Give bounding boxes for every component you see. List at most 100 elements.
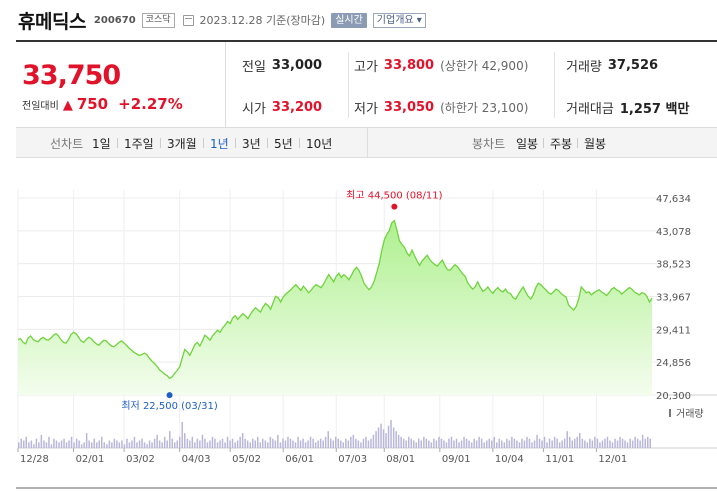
volume-bar [551,440,553,448]
volume-bar [528,438,531,448]
volume-bar [272,438,274,448]
volume-bar [634,436,636,448]
volume-bar [362,438,365,448]
min-annotation: 최저 22,500 (03/31) [121,400,217,412]
company-info-dropdown[interactable]: 기업개요 ▾ [372,12,426,28]
y-axis: 47,634 43,078 38,523 33,967 29,411 24,856 20,3… [656,194,691,402]
volume-bar [596,438,599,448]
volume-bar [219,440,221,448]
volume-bar [483,442,485,448]
volume-bar [131,440,133,448]
volume-bar [98,440,100,448]
volume-bar [337,438,339,448]
period-1w[interactable]: 1주일 [124,137,154,151]
y-tick-label: 38,523 [656,260,691,271]
volume-bar [73,442,75,448]
separator [543,138,544,148]
volume-bar [176,440,178,448]
volume-bar [274,440,277,448]
volume-bar [541,440,543,448]
candle-daily[interactable]: 일봉 [516,137,539,151]
volume-legend: 거래량 [676,408,704,420]
period-3y[interactable]: 3년 [242,137,261,151]
volume-bar [264,440,267,448]
volume-bar [347,440,350,448]
y-tick-label: 24,856 [656,358,691,369]
volume-bar [420,440,422,448]
volume-bar [558,442,561,448]
price-chart: 47,634 43,078 38,523 33,967 29,411 24,856 20,3… [16,190,717,489]
volume-bar [395,431,397,448]
volume-bar [639,440,641,448]
open-label: 시가 [242,102,266,117]
amount-label: 거래대금 [566,102,614,117]
volume-bar [548,438,551,448]
divider [348,52,349,118]
change-label: 전일대비 [22,101,59,112]
volume-bar [601,440,604,448]
volume-bar [55,440,58,448]
volume-bar [614,438,616,448]
candle-weekly[interactable]: 주봉 [550,137,573,151]
volume-bar [624,440,626,448]
volume-bar [498,438,500,448]
volume-bar [636,438,639,448]
volume-bar [121,440,123,448]
volume-bar [408,436,410,448]
volume-bar [418,438,420,448]
volume-bar [392,427,395,448]
volume-bar [372,434,375,448]
candle-monthly[interactable]: 월봉 [584,137,607,151]
x-tick-label: 11/01 [545,454,574,465]
volume-bar [191,436,194,448]
volume-bar [38,442,40,448]
volume-bar [224,442,226,448]
volume-bar [309,436,312,448]
volume-bar [543,436,546,448]
volume-bar [93,438,95,448]
volume-bar [513,438,516,448]
period-10y[interactable]: 10년 [306,137,333,151]
volume-bar [621,438,624,448]
market-badge: 코스닥 [141,12,175,28]
volume-bar [229,440,231,448]
volume-bar [249,442,251,448]
volume-bar [322,440,324,448]
volume-bar [556,438,558,448]
y-tick-label: 43,078 [656,227,691,238]
period-1d[interactable]: 1일 [92,137,111,151]
period-3m[interactable]: 3개월 [167,137,197,151]
volume-bar [465,438,468,448]
volume-bar [83,442,85,448]
volume-bar [284,440,287,448]
period-1y[interactable]: 1년 [210,137,229,151]
x-tick-label: 05/02 [232,454,261,465]
volume-bar [63,438,65,448]
volume-bar [576,436,578,448]
volume-bar [463,436,465,448]
volume-bar [611,442,614,448]
toolbar-divider [367,128,368,158]
volume-value: 37,526 [607,58,659,73]
stock-name: 휴메딕스 [18,10,86,33]
volume-bar [594,436,596,448]
volume-bar [287,436,289,448]
volume-bar [526,436,528,448]
separator [203,138,204,148]
separator [235,138,236,148]
volume-bar [199,440,201,448]
volume-bar [262,438,264,448]
x-tick-label: 12/28 [20,454,49,465]
volume-bar [553,436,556,448]
volume-bar [335,436,337,448]
realtime-button[interactable]: 실시간 [331,12,367,28]
x-tick-label: 06/01 [285,454,314,465]
volume-bar [536,434,538,448]
volume-bar [244,438,246,448]
volume-bar [88,440,90,448]
period-5y[interactable]: 5년 [274,137,293,151]
volume-bar [68,440,70,448]
volume-bar [151,442,153,448]
volume-bar [455,438,458,448]
volume-bar [606,436,609,448]
